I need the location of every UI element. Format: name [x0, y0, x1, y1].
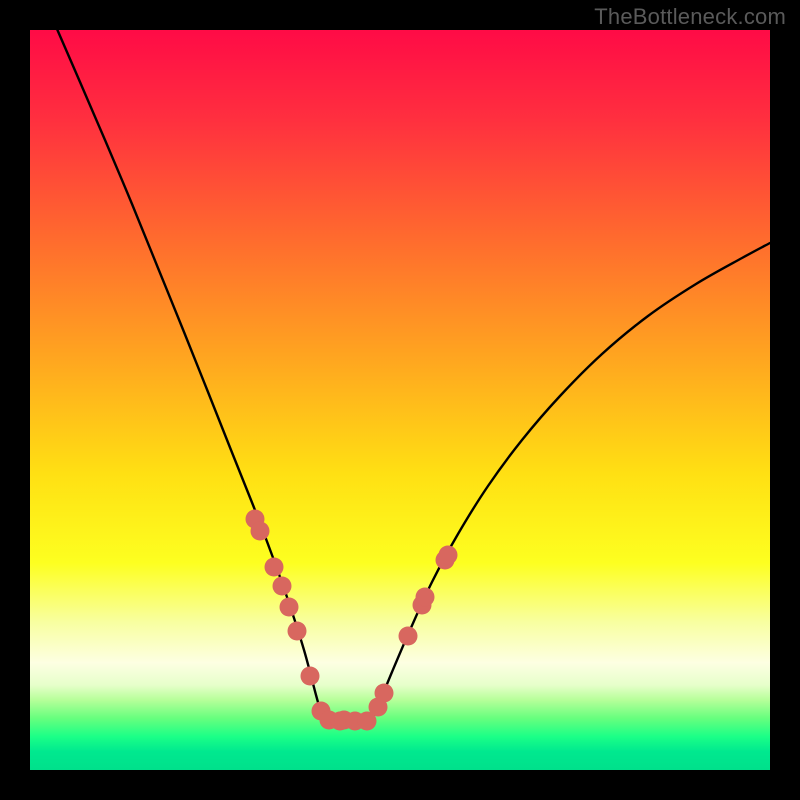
bottleneck-chart [0, 0, 800, 800]
chart-frame: TheBottleneck.com [0, 0, 800, 800]
data-dot [273, 577, 292, 596]
watermark-text: TheBottleneck.com [594, 4, 786, 30]
data-dot [375, 684, 394, 703]
data-dot [416, 588, 435, 607]
data-dot [301, 667, 320, 686]
data-dot [288, 622, 307, 641]
data-dot [439, 546, 458, 565]
data-dot [280, 598, 299, 617]
data-dot [399, 627, 418, 646]
gradient-background [30, 30, 770, 770]
data-dot [265, 558, 284, 577]
data-dot [251, 522, 270, 541]
